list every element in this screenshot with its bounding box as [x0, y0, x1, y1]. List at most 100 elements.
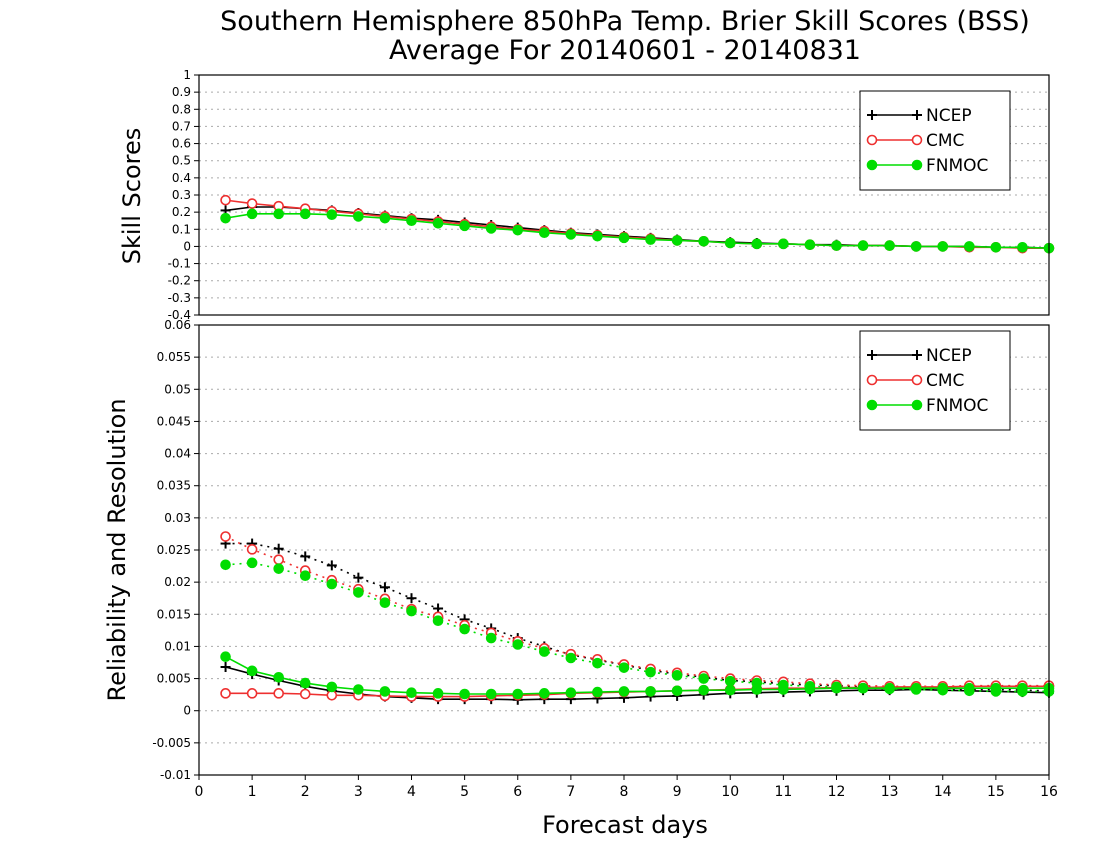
data-point-fnmoc-resolution-bottom [671, 670, 683, 681]
data-point-cmc-reliability-bottom [246, 688, 258, 699]
data-point-fnmoc-reliability-bottom [724, 684, 736, 696]
y-tick-label-bottom: -0.005 [152, 736, 191, 750]
data-point-fnmoc-top [937, 241, 949, 252]
y-tick-label-bottom: 0.05 [164, 382, 191, 396]
legend-bottom: NCEP CMC FNMOC [859, 330, 1011, 431]
data-point-ncep-resolution-bottom [379, 582, 390, 593]
data-point-fnmoc-resolution-bottom [299, 570, 311, 582]
legend-marker-fnmoc [911, 399, 923, 411]
data-point-fnmoc-top [724, 237, 736, 249]
y-tick-label-top: -0.1 [168, 257, 191, 271]
y-tick-label-top: 0.4 [172, 171, 191, 185]
y-tick-label-top: 0.8 [172, 102, 191, 116]
data-point-fnmoc-resolution-bottom [724, 675, 736, 687]
data-point-fnmoc-reliability-bottom [299, 677, 311, 689]
y-tick-label-bottom: -0.01 [160, 768, 191, 782]
x-tick-label: 8 [620, 784, 629, 800]
x-tick-label: 6 [513, 784, 522, 800]
y-tick-label-top: 0.5 [172, 154, 191, 168]
legend-marker-cmc [911, 134, 923, 146]
data-point-fnmoc-top [698, 235, 709, 247]
x-tick-label: 1 [248, 784, 257, 800]
legend-marker-fnmoc [866, 399, 878, 411]
data-point-fnmoc-top [512, 224, 524, 236]
data-point-cmc-top [220, 194, 231, 206]
data-point-fnmoc-top [645, 234, 656, 245]
x-tick-label: 11 [774, 784, 792, 800]
data-point-fnmoc-top [379, 212, 391, 224]
data-point-fnmoc-resolution-bottom [937, 684, 949, 696]
data-point-fnmoc-resolution-bottom [432, 615, 444, 627]
y-tick-label-bottom: 0.03 [164, 511, 191, 525]
y-tick-label-bottom: 0.005 [157, 672, 191, 686]
legend-marker-ncep [867, 350, 877, 360]
data-point-fnmoc-resolution-bottom [485, 632, 497, 644]
x-tick-label: 2 [301, 784, 310, 800]
data-point-fnmoc-reliability-bottom [618, 686, 630, 697]
legend-label-fnmoc: FNMOC [926, 396, 988, 416]
data-point-cmc-reliability-bottom [220, 688, 231, 699]
data-point-fnmoc-resolution-bottom [751, 677, 763, 689]
chart-title-line2: Average For 20140601 - 20140831 [389, 35, 861, 66]
data-point-fnmoc-top [326, 209, 338, 221]
data-point-fnmoc-top [884, 240, 895, 251]
data-point-fnmoc-resolution-bottom [246, 557, 258, 569]
legend-label-cmc: CMC [926, 371, 964, 391]
data-point-fnmoc-top [432, 217, 444, 229]
x-tick-label: 4 [407, 784, 416, 800]
data-point-fnmoc-resolution-bottom [459, 623, 470, 635]
legend-marker-ncep [912, 350, 922, 360]
y-tick-label-top: 0.7 [172, 119, 191, 133]
legend-top: NCEP CMC FNMOC [859, 90, 1011, 191]
data-point-fnmoc-top [778, 238, 789, 250]
x-tick-label: 13 [881, 784, 899, 800]
data-point-fnmoc-top [592, 230, 603, 242]
reliability-resolution-panel: 0.060.0550.050.0450.040.0350.030.0250.02… [152, 318, 1058, 800]
y-tick-label-bottom: 0 [183, 704, 191, 718]
y-tick-label-top: 0 [183, 239, 191, 253]
data-point-ncep-resolution-bottom [353, 572, 364, 583]
data-point-fnmoc-resolution-bottom [831, 681, 842, 693]
data-point-fnmoc-top [299, 208, 311, 220]
data-point-fnmoc-resolution-bottom [618, 662, 630, 673]
y-axis-title-bottom: Reliability and Resolution [103, 398, 131, 701]
data-point-fnmoc-reliability-bottom [273, 671, 284, 683]
data-point-fnmoc-top [273, 208, 284, 220]
legend-label-ncep: NCEP [926, 346, 972, 366]
plot-frame-bottom [198, 324, 1050, 776]
x-tick-label: 10 [721, 784, 739, 800]
data-point-ncep-resolution-bottom [300, 551, 311, 562]
series-line-cmc-top [225, 199, 1049, 249]
data-point-fnmoc-resolution-bottom [406, 605, 417, 617]
data-point-fnmoc-top [618, 232, 630, 244]
data-point-fnmoc-resolution-bottom [326, 578, 338, 590]
data-point-fnmoc-resolution-bottom [273, 563, 284, 574]
data-point-cmc-reliability-bottom [273, 688, 284, 699]
x-tick-label: 5 [460, 784, 469, 800]
legend-marker-fnmoc [911, 159, 923, 171]
data-point-fnmoc-top [459, 220, 470, 232]
y-tick-label-top: -0.2 [168, 274, 191, 288]
x-tick-label: 14 [934, 784, 952, 800]
data-point-fnmoc-reliability-bottom [326, 681, 338, 693]
plot-frame-top [198, 74, 1050, 316]
data-point-fnmoc-resolution-bottom [592, 657, 603, 669]
x-tick-label: 3 [354, 784, 363, 800]
data-point-cmc-resolution-bottom [246, 544, 258, 555]
series-line-fnmoc-top [225, 213, 1050, 249]
y-tick-label-top: 0.2 [172, 205, 191, 219]
y-tick-label-top: 0.3 [172, 188, 191, 202]
y-axis-title-top: Skill Scores [118, 128, 146, 265]
x-axis-title: Forecast days [542, 811, 708, 839]
data-point-fnmoc-reliability-bottom [432, 688, 444, 699]
y-tick-label-bottom: 0.035 [157, 479, 191, 493]
data-point-fnmoc-top [910, 241, 922, 252]
legend-marker-cmc [866, 134, 878, 146]
x-tick-label: 7 [566, 784, 575, 800]
data-point-fnmoc-top [671, 235, 683, 246]
series-line-cmc-resolution-bottom [225, 535, 1049, 688]
chart-title-line1: Southern Hemisphere 850hPa Temp. Brier S… [220, 6, 1030, 37]
data-point-fnmoc-reliability-bottom [645, 686, 656, 697]
y-tick-label-top: -0.3 [168, 291, 191, 305]
